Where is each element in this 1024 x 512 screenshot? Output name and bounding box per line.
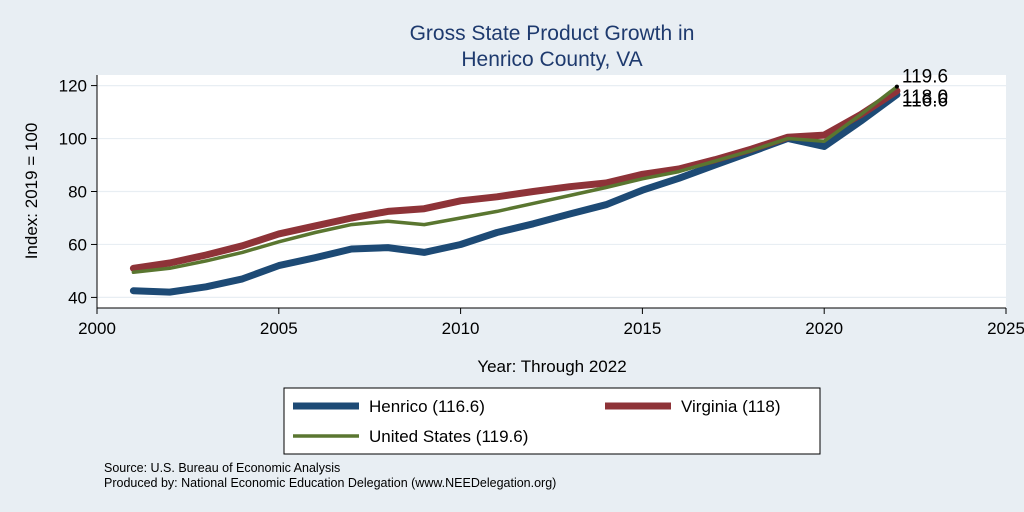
end-label-2: 118.0 (902, 87, 948, 108)
x-tick-label-2010: 2010 (442, 319, 480, 338)
x-ticks: 2000 2005 2010 2015 2020 2025 (78, 308, 1024, 338)
legend-box (283, 387, 821, 455)
end-marker (894, 84, 899, 89)
x-tick-label-2025: 2025 (987, 319, 1024, 338)
x-axis-title: Year: Through 2022 (477, 357, 626, 376)
series-line-3 (131, 84, 899, 275)
y-tick-label-80: 80 (68, 183, 87, 202)
end-label-1: 119.6 (902, 67, 948, 88)
legend-label-2: Virginia (118) (681, 397, 781, 416)
x-tick-label-2005: 2005 (260, 319, 298, 338)
producer-note: Produced by: National Economic Education… (104, 476, 556, 490)
legend: Henrico (116.6) Virginia (118) United Stat… (293, 397, 781, 446)
legend-label-3: United States (119.6) (369, 427, 528, 446)
y-tick-label-100: 100 (59, 130, 87, 149)
y-tick-label-120: 120 (59, 77, 87, 96)
chart-title-line-1: Gross State Product Growth in (410, 22, 695, 45)
legend-label-1: Henrico (116.6) (369, 397, 485, 416)
x-tick-label-2015: 2015 (623, 319, 661, 338)
x-tick-label-2020: 2020 (805, 319, 843, 338)
x-tick-label-2000: 2000 (78, 319, 116, 338)
source-note: Source: U.S. Bureau of Economic Analysis (104, 461, 340, 475)
y-tick-label-60: 60 (68, 235, 87, 254)
chart-title-line-2: Henrico County, VA (461, 48, 642, 71)
series-lines (129, 84, 901, 296)
end-label-3: 116.6 (902, 91, 948, 112)
y-ticks: 40 60 80 100 120 (59, 77, 97, 307)
y-tick-label-40: 40 (68, 288, 87, 307)
y-axis-title: Index: 2019 = 100 (22, 123, 41, 260)
